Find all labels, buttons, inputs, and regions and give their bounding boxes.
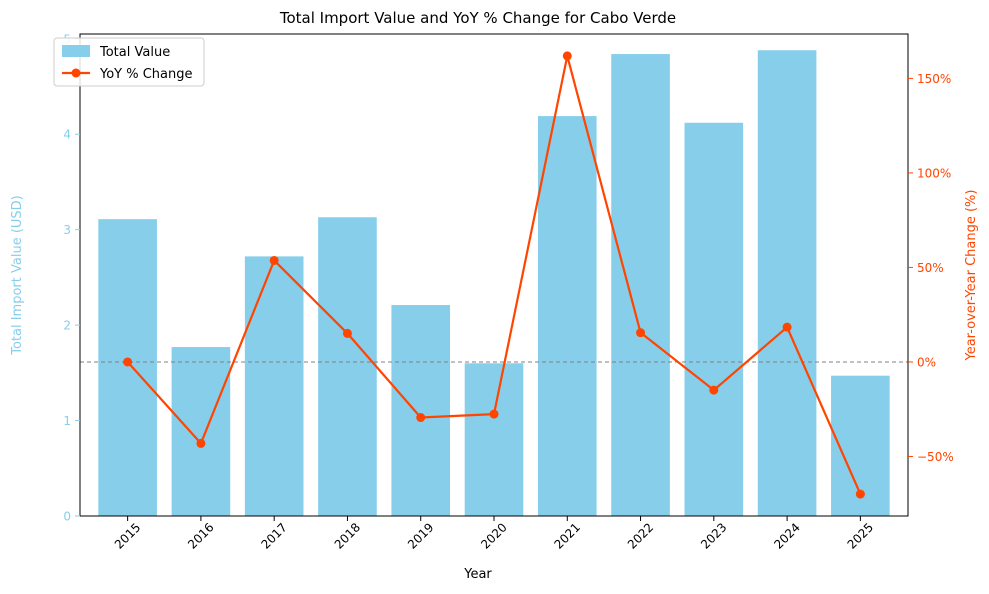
x-tick-label: 2021	[552, 520, 583, 551]
y-right-tick-label: −50%	[917, 450, 954, 464]
legend-label-yoy-change: YoY % Change	[99, 67, 193, 82]
bar-2018	[318, 217, 377, 517]
yoy-point-2020	[489, 409, 499, 419]
y-left-axis-label: Total Import Value (USD)	[10, 195, 25, 356]
yoy-point-2021	[562, 51, 572, 61]
yoy-point-2023	[709, 385, 719, 395]
yoy-point-2022	[636, 328, 646, 338]
x-tick-label: 2016	[185, 520, 216, 551]
bar-2020	[464, 363, 524, 516]
bar-2016	[171, 347, 231, 516]
y-right-tick-label: 0%	[917, 355, 936, 369]
yoy-point-2025	[855, 489, 865, 499]
yoy-point-2016	[196, 438, 206, 448]
bars-layer	[98, 50, 890, 517]
x-tick-label: 2025	[845, 520, 876, 551]
x-tick-label: 2015	[112, 520, 143, 551]
legend-line-marker	[71, 68, 81, 78]
bar-2019	[391, 305, 451, 516]
legend-frame	[53, 37, 205, 87]
x-tick-label: 2023	[698, 520, 729, 551]
x-tick-label: 2018	[332, 520, 363, 551]
bar-2022	[611, 54, 670, 516]
legend: Total Value YoY % Change	[53, 37, 205, 87]
yoy-line-layer	[123, 51, 865, 499]
yoy-point-2017	[269, 255, 279, 265]
y-right-axis-label: Year-over-Year Change (%)	[964, 190, 979, 362]
x-tick-label: 2022	[625, 520, 656, 551]
y-left-tick-label: 1	[63, 414, 71, 428]
x-axis-label: Year	[463, 567, 492, 582]
y-right-tick-label: 50%	[917, 261, 944, 275]
yoy-point-2018	[342, 328, 352, 338]
legend-bar-swatch	[62, 45, 90, 57]
y-right-tick-label: 150%	[917, 72, 951, 86]
x-tick-label: 2017	[258, 520, 289, 551]
y-left-tick-label: 4	[63, 128, 71, 142]
y-left-tick-label: 3	[63, 223, 71, 237]
bar-2017	[244, 256, 304, 516]
bar-2021	[537, 116, 597, 517]
legend-label-total-value: Total Value	[99, 45, 170, 60]
bar-2015	[98, 219, 157, 516]
y-right-tick-label: 100%	[917, 166, 951, 180]
bar-2024	[757, 50, 817, 517]
yoy-point-2024	[782, 322, 792, 332]
y-left-tick-label: 2	[63, 319, 71, 333]
bar-2023	[684, 122, 744, 517]
x-tick-label: 2024	[771, 520, 802, 551]
yoy-point-2015	[123, 357, 133, 367]
chart-title: Total Import Value and YoY % Change for …	[279, 9, 676, 27]
x-tick-label: 2020	[478, 520, 509, 551]
yoy-point-2019	[416, 413, 426, 423]
y-left-tick-label: 0	[63, 510, 71, 524]
x-tick-label: 2019	[405, 520, 436, 551]
